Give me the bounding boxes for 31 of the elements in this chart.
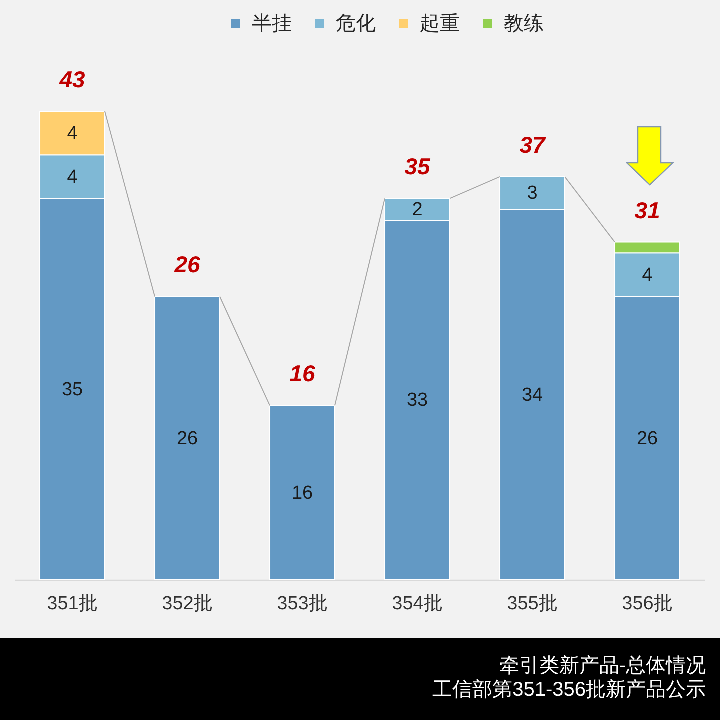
legend-label: 危化 — [336, 13, 376, 35]
total-label: 43 — [58, 66, 86, 93]
data-label: 16 — [292, 482, 314, 504]
x-tick-label: 353批 — [277, 594, 328, 614]
data-label: 26 — [176, 428, 198, 450]
x-tick-label: 355批 — [507, 594, 558, 614]
bar — [270, 405, 336, 580]
x-tick-label: 351批 — [47, 594, 98, 614]
text: 工信部第351-356批新产品公示 — [432, 678, 706, 702]
total-label: 31 — [634, 197, 660, 224]
data-label: 4 — [67, 166, 78, 188]
legend-label: 教练 — [504, 13, 544, 35]
bar — [154, 296, 220, 580]
x-tick-label: 354批 — [392, 594, 443, 614]
x-tick-label: 352批 — [162, 594, 213, 614]
data-label: 3 — [527, 183, 538, 204]
data-label: 33 — [406, 390, 428, 412]
total-label: 16 — [290, 360, 316, 387]
total-label: 35 — [404, 154, 432, 180]
data-label: 4 — [642, 264, 654, 286]
data-label: 34 — [522, 384, 544, 406]
legend-label: 起重 — [420, 13, 460, 35]
legend-label: 半挂 — [252, 13, 292, 35]
data-label: 26 — [636, 428, 658, 450]
text: 牵引类新产品-总体情况 — [498, 654, 706, 678]
total-label: 26 — [174, 252, 200, 278]
data-label: 35 — [62, 379, 84, 400]
data-label: 2 — [412, 200, 423, 221]
total-label: 37 — [520, 132, 546, 158]
x-tick-label: 356批 — [622, 594, 673, 614]
data-label: 4 — [67, 123, 78, 144]
